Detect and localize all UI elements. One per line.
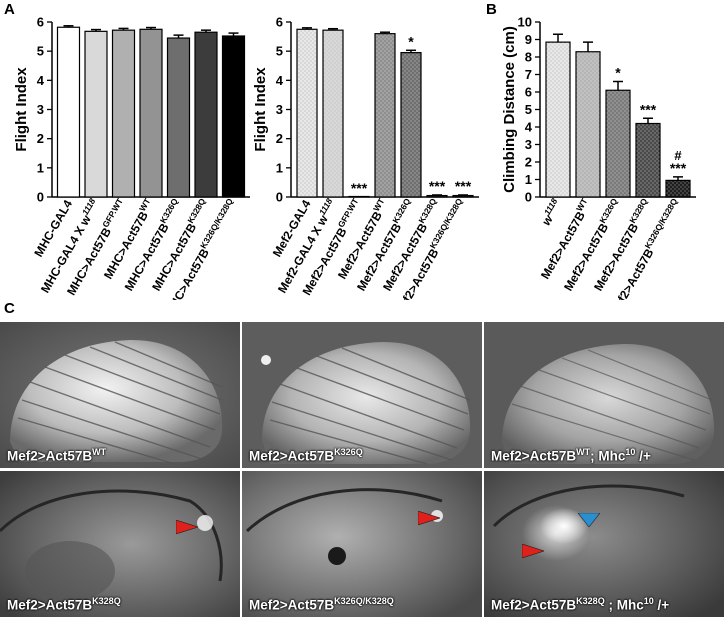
bar [605,89,631,198]
bar [296,28,318,198]
significance-annotation: *** [429,178,446,194]
micrograph-caption: Mef2>Act57BK326Q [249,446,363,464]
y-tick-label: 2 [37,131,44,146]
micrograph-tile: Mef2>Act57BK328Q [0,471,240,617]
micrograph-tile: Mef2>Act57BWT; Mhc10 /+ [484,322,724,468]
category-superscript: K326Q [158,196,180,225]
category-superscript: GFP.WT [336,196,361,229]
bar [221,35,246,198]
micrograph-tile: Mef2>Act57BWT [0,322,240,468]
micrograph-caption: Mef2>Act57BK328Q ; Mhc10 /+ [491,595,670,613]
category-superscript: WT [574,196,590,213]
panel-letter-a: A [4,1,15,18]
y-tick-label: 4 [37,73,45,88]
bar [84,30,108,198]
red-arrowhead-icon [176,520,198,534]
significance-annotation: * [408,33,414,49]
thorax-image [0,471,240,617]
thorax-image [0,322,240,468]
significance-annotation: *** [455,178,472,194]
category-superscript: K328Q [185,196,207,225]
y-tick-label: 10 [518,15,532,30]
thorax-image [484,471,724,617]
y-axis-label: Flight Index [252,67,269,152]
significance-annotation: *** [640,101,657,117]
micrograph-tile: Mef2>Act57BK326Q [242,322,482,468]
bar [374,33,396,198]
y-axis-label: Flight Index [13,67,30,152]
y-tick-label: 6 [37,15,44,30]
blue-arrowhead-icon [578,513,600,527]
bar [545,41,571,198]
bar [322,29,344,198]
bar [166,37,191,198]
bar [635,122,661,198]
bar [111,29,136,198]
y-tick-label: 0 [276,190,283,205]
category-superscript: 1118 [317,196,335,217]
y-tick-label: 6 [276,15,283,30]
y-tick-label: 9 [525,32,532,47]
panel-letter-c: C [4,300,15,317]
category-superscript: GFP.WT [100,196,125,229]
red-arrowhead-icon [522,544,544,558]
category-superscript: WT [371,196,387,213]
y-tick-label: 1 [525,172,532,187]
y-tick-label: 3 [276,102,283,117]
y-tick-label: 2 [525,155,532,170]
category-superscript: K328Q [627,196,649,225]
y-tick-label: 5 [37,44,44,59]
bar [575,51,601,198]
category-superscript: K326Q/K328Q [643,196,680,250]
category-superscript: K328Q [416,196,438,225]
y-tick-label: 8 [525,50,532,65]
micrograph-caption: Mef2>Act57BK326Q/K328Q [249,595,394,613]
significance-annotation: * [615,65,621,81]
y-tick-label: 0 [37,190,44,205]
category-superscript: 1118 [80,196,98,217]
category-superscript: K326Q [390,196,412,225]
category-superscript: 1118 [542,196,560,217]
significance-annotation: *** [670,160,687,176]
significance-annotation: # [674,148,682,163]
y-tick-label: 6 [525,85,532,100]
micrograph-caption: Mef2>Act57BK328Q [7,595,121,613]
panel-letter-b: B [486,1,497,18]
y-tick-label: 1 [276,160,283,175]
micrograph-tile: Mef2>Act57BK328Q ; Mhc10 /+ [484,471,724,617]
significance-annotation: *** [351,180,368,196]
bar [400,52,422,198]
micrograph-grid: Mef2>Act57BWT Mef2>Act57BK326Q [0,322,725,618]
category-superscript: WT [137,196,153,213]
y-tick-label: 5 [525,102,532,117]
red-arrowhead-icon [418,511,440,525]
y-tick-label: 3 [525,137,532,152]
y-tick-label: 1 [37,160,44,175]
bar [56,26,81,198]
y-tick-label: 5 [276,44,283,59]
micrograph-caption: Mef2>Act57BWT [7,446,107,464]
y-tick-label: 4 [276,73,284,88]
bar [348,195,370,198]
thorax-image [484,322,724,468]
y-tick-label: 0 [525,190,532,205]
thorax-image [242,471,482,617]
bar [665,179,691,198]
micrograph-caption: Mef2>Act57BWT; Mhc10 /+ [491,446,651,464]
micrograph-tile: Mef2>Act57BK326Q/K328Q [242,471,482,617]
x-category-label: w1118 [537,196,564,228]
y-tick-label: 2 [276,131,283,146]
category-superscript: K326Q [597,196,619,225]
thorax-image [242,322,482,468]
y-tick-label: 4 [525,120,533,135]
y-tick-label: 3 [37,102,44,117]
y-tick-label: 7 [525,67,532,82]
y-axis-label: Climbing Distance (cm) [501,26,518,193]
bar [194,31,218,198]
bar [139,28,163,198]
